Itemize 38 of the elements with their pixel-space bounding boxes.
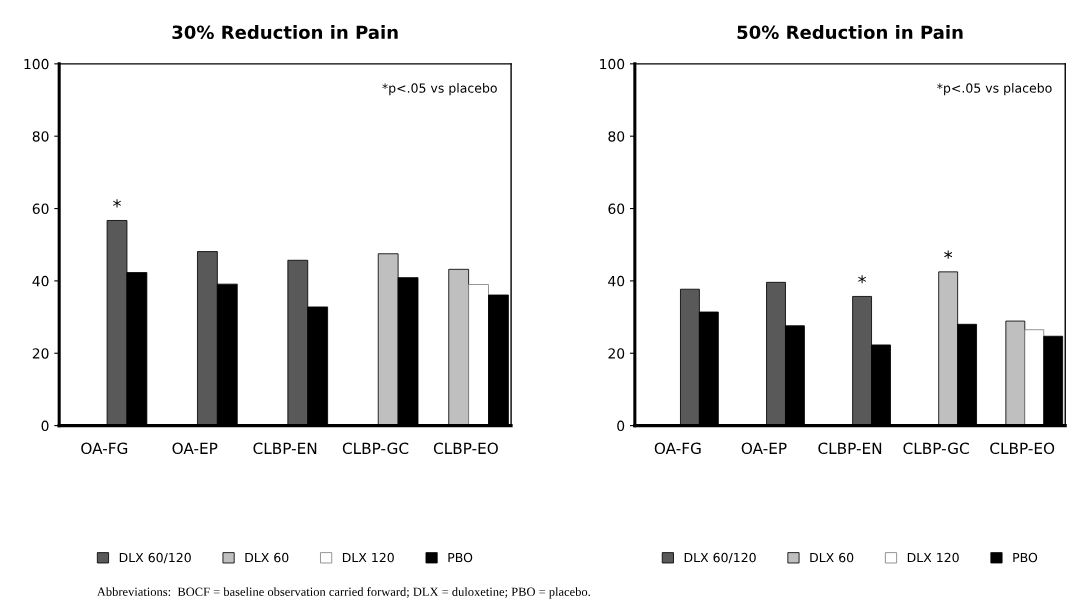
x-tick-label: OA-FG <box>654 442 701 455</box>
text: Abbreviations: BOCF = baseline observation carried forward; DLX = duloxetine; PBO = placebo. <box>96 587 590 599</box>
y-tick-label: 80 <box>608 131 625 142</box>
legend-label: DLX 120 <box>907 552 959 563</box>
x-tick-label: CLBP-GC <box>903 442 969 455</box>
chart-title: 30% Reduction in Pain <box>172 25 398 40</box>
y-tick-label: 40 <box>608 275 625 287</box>
y-tick-label: 40 <box>32 275 49 287</box>
legend-label: DLX 60 <box>245 552 289 563</box>
y-tick-label: 60 <box>32 203 49 215</box>
legend-label: PBO <box>448 552 473 563</box>
legend-label: DLX 60 <box>810 552 854 563</box>
legend-label: PBO <box>1013 552 1038 563</box>
y-tick-label: 0 <box>41 420 49 432</box>
x-tick-label: CLBP-EO <box>433 442 498 455</box>
x-tick-label: CLBP-EN <box>253 442 317 455</box>
y-tick-label: 80 <box>32 131 49 142</box>
annotation: *p<.05 vs placebo <box>382 83 497 96</box>
chart-title: 50% Reduction in Pain <box>737 25 963 40</box>
y-tick-label: 20 <box>608 348 625 359</box>
x-tick-label: CLBP-GC <box>342 442 409 455</box>
x-tick-label: CLBP-EO <box>990 442 1055 455</box>
x-tick-label: OA-EP <box>741 442 787 455</box>
x-tick-label: CLBP-EN <box>818 442 882 455</box>
annotation: * <box>944 250 953 259</box>
legend-label: DLX 60/120 <box>684 552 756 564</box>
legend-label: DLX 60/120 <box>119 552 191 564</box>
annotation: *p<.05 vs placebo <box>937 83 1052 96</box>
y-tick-label: 20 <box>32 348 49 359</box>
y-tick-label: 100 <box>24 58 49 70</box>
x-tick-label: OA-EP <box>172 442 218 455</box>
y-tick-label: 60 <box>608 203 625 215</box>
legend-label: DLX 120 <box>342 552 394 563</box>
y-tick-label: 100 <box>600 58 625 70</box>
annotation: * <box>858 275 867 284</box>
x-tick-label: OA-FG <box>81 442 128 455</box>
y-tick-label: 0 <box>617 420 625 432</box>
annotation: * <box>113 199 121 208</box>
